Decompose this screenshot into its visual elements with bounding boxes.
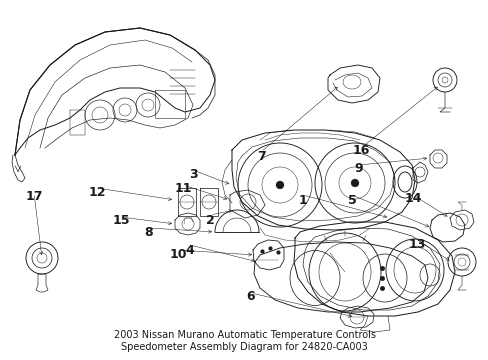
- Text: 12: 12: [88, 185, 105, 198]
- Text: 15: 15: [112, 213, 129, 226]
- Text: 10: 10: [169, 248, 186, 261]
- Text: 9: 9: [354, 162, 363, 175]
- Text: 17: 17: [25, 189, 42, 202]
- Text: 2003 Nissan Murano Automatic Temperature Controls
Speedometer Assembly Diagram f: 2003 Nissan Murano Automatic Temperature…: [113, 330, 375, 352]
- Text: 2: 2: [205, 213, 214, 226]
- Circle shape: [275, 181, 284, 189]
- Text: 5: 5: [347, 194, 356, 207]
- Text: 11: 11: [174, 183, 191, 195]
- Text: 13: 13: [407, 238, 425, 251]
- Text: 8: 8: [144, 225, 153, 238]
- Text: 7: 7: [256, 149, 265, 162]
- Text: 6: 6: [246, 291, 255, 303]
- Text: 16: 16: [351, 144, 369, 157]
- Text: 1: 1: [298, 194, 307, 207]
- Text: 3: 3: [188, 168, 197, 181]
- Text: 14: 14: [404, 192, 421, 204]
- Text: 4: 4: [185, 243, 194, 256]
- Circle shape: [350, 179, 358, 187]
